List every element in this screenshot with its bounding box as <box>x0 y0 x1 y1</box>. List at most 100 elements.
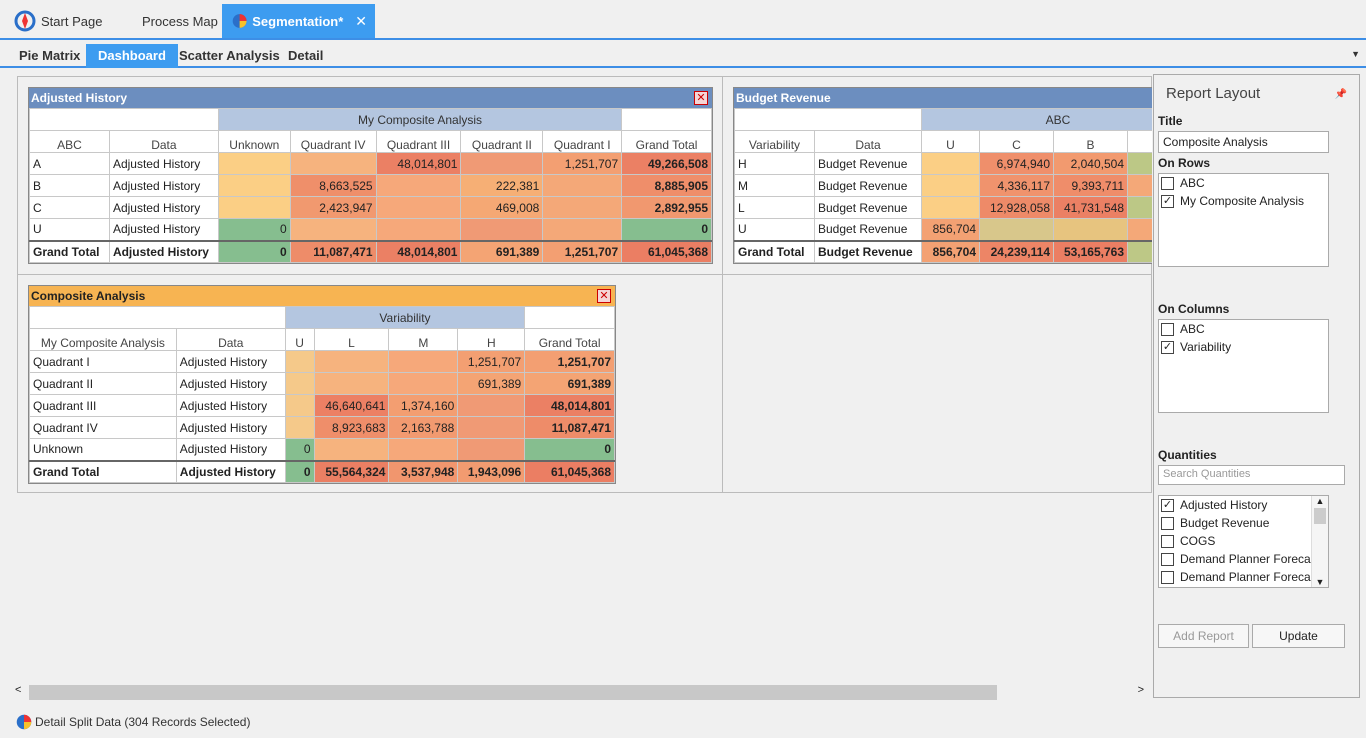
value-cell[interactable]: 1,251,707 <box>457 350 526 373</box>
value-cell[interactable]: 55,564,324 <box>313 459 390 483</box>
value-cell[interactable] <box>217 174 291 197</box>
value-cell[interactable] <box>284 372 315 395</box>
value-cell[interactable] <box>1053 218 1128 241</box>
data-label[interactable]: Adjusted History <box>108 152 219 175</box>
column-header[interactable]: Quadrant III <box>375 130 462 153</box>
row-header[interactable]: Unknown <box>29 438 177 461</box>
column-header[interactable]: Quadrant I <box>542 130 623 153</box>
column-header[interactable]: ABC <box>29 130 110 153</box>
value-cell[interactable]: 1,251,707 <box>542 239 623 263</box>
quantities-scrollbar[interactable]: ▲ ▼ <box>1311 496 1328 587</box>
close-icon[interactable]: ✕ <box>694 91 708 105</box>
tab-scatter-analysis[interactable]: Scatter Analysis <box>179 48 280 63</box>
value-cell[interactable]: 2,892,955 <box>621 196 712 219</box>
row-header[interactable]: H <box>734 152 815 175</box>
column-header[interactable]: A <box>1127 130 1152 153</box>
chevron-up-icon[interactable]: ▲ <box>1315 496 1325 506</box>
value-cell[interactable] <box>457 394 526 417</box>
value-cell[interactable]: 1,943,096 <box>457 459 526 483</box>
column-header[interactable]: Variability <box>734 130 815 153</box>
value-cell[interactable] <box>542 218 623 241</box>
list-item[interactable]: Budget Revenue <box>1159 514 1328 532</box>
list-item[interactable]: ✓ My Composite Analysis <box>1159 192 1328 210</box>
row-header[interactable]: M <box>734 174 815 197</box>
list-item[interactable]: ✓ Adjusted History <box>1159 496 1328 514</box>
value-cell[interactable]: 0 <box>217 239 291 263</box>
column-header[interactable]: Data <box>175 328 286 351</box>
checkbox[interactable]: ✓ <box>1161 498 1174 512</box>
close-icon[interactable]: ✕ <box>597 289 611 303</box>
column-header[interactable]: C <box>979 130 1054 153</box>
title-input[interactable]: Composite Analysis <box>1158 131 1329 153</box>
value-cell[interactable]: 0 <box>284 438 315 461</box>
value-cell[interactable]: 0 <box>217 218 291 241</box>
value-cell[interactable]: 4,336,117 <box>979 174 1054 197</box>
row-header[interactable]: U <box>29 218 110 241</box>
list-item[interactable]: ABC <box>1159 174 1328 192</box>
value-cell[interactable]: 1,251,707 <box>542 152 623 175</box>
data-label[interactable]: Adjusted History <box>108 174 219 197</box>
value-cell[interactable]: 0 <box>621 218 712 241</box>
value-cell[interactable] <box>460 218 544 241</box>
value-cell[interactable]: 691,389 <box>457 372 526 395</box>
row-header[interactable]: C <box>29 196 110 219</box>
list-item[interactable]: Demand Planner Forecas <box>1159 568 1328 586</box>
checkbox[interactable] <box>1161 176 1174 190</box>
value-cell[interactable] <box>388 372 459 395</box>
list-item[interactable]: ✓ Variability <box>1159 338 1328 356</box>
value-cell[interactable]: 48,014,801 <box>375 239 462 263</box>
chevron-right-icon[interactable]: > <box>1137 684 1144 696</box>
data-label[interactable]: Budget Revenue <box>814 174 922 197</box>
horizontal-scrollbar[interactable]: < > <box>15 684 1152 701</box>
row-header[interactable]: A <box>29 152 110 175</box>
value-cell[interactable]: 6,974,940 <box>979 152 1054 175</box>
data-label[interactable]: Budget Revenue <box>814 152 922 175</box>
column-header[interactable]: Grand Total <box>524 328 615 351</box>
data-label[interactable]: Adjusted History <box>175 350 286 373</box>
value-cell[interactable]: 26 <box>1127 196 1152 219</box>
data-label[interactable]: Adjusted History <box>108 218 219 241</box>
value-cell[interactable] <box>457 416 526 439</box>
chevron-left-icon[interactable]: < <box>15 684 22 696</box>
column-header[interactable]: H <box>457 328 526 351</box>
checkbox[interactable] <box>1161 322 1174 336</box>
value-cell[interactable]: 9,393,711 <box>1053 174 1128 197</box>
value-cell[interactable] <box>284 416 315 439</box>
data-label[interactable]: Adjusted History <box>108 239 219 263</box>
scroll-thumb[interactable] <box>1314 508 1326 524</box>
value-cell[interactable]: 2,040,504 <box>1053 152 1128 175</box>
value-cell[interactable] <box>284 394 315 417</box>
value-cell[interactable] <box>388 438 459 461</box>
data-label[interactable]: Budget Revenue <box>814 218 922 241</box>
checkbox[interactable] <box>1161 552 1174 566</box>
tab-process-map[interactable]: Process Map <box>142 4 218 38</box>
data-label[interactable]: Adjusted History <box>175 416 286 439</box>
value-cell[interactable]: 48,014,801 <box>524 394 615 417</box>
column-header[interactable]: U <box>921 130 980 153</box>
value-cell[interactable]: 1,251,707 <box>524 350 615 373</box>
value-cell[interactable]: 691,389 <box>524 372 615 395</box>
value-cell[interactable]: 27 <box>1127 239 1152 263</box>
search-quantities-input[interactable]: Search Quantities <box>1158 465 1345 485</box>
data-label[interactable]: Adjusted History <box>175 459 286 483</box>
value-cell[interactable]: 12,928,058 <box>979 196 1054 219</box>
value-cell[interactable]: 46,640,641 <box>313 394 390 417</box>
data-label[interactable]: Adjusted History <box>175 438 286 461</box>
value-cell[interactable]: 26 <box>1127 152 1152 175</box>
scroll-thumb[interactable] <box>29 685 997 700</box>
vertical-splitter[interactable] <box>722 76 723 493</box>
value-cell[interactable]: 8,885,905 <box>621 174 712 197</box>
update-button[interactable]: Update <box>1252 624 1345 648</box>
data-label[interactable]: Budget Revenue <box>814 239 922 263</box>
row-header[interactable]: Grand Total <box>29 459 177 483</box>
value-cell[interactable] <box>313 350 390 373</box>
row-header[interactable]: L <box>734 196 815 219</box>
close-tab-icon[interactable]: ✕ <box>355 12 367 29</box>
checkbox[interactable]: ✓ <box>1161 194 1174 208</box>
value-cell[interactable] <box>313 438 390 461</box>
add-report-button[interactable]: Add Report <box>1158 624 1249 648</box>
value-cell[interactable] <box>457 438 526 461</box>
value-cell[interactable]: 0 <box>284 459 315 483</box>
column-header[interactable]: My Composite Analysis <box>29 328 177 351</box>
column-header[interactable]: U <box>284 328 315 351</box>
